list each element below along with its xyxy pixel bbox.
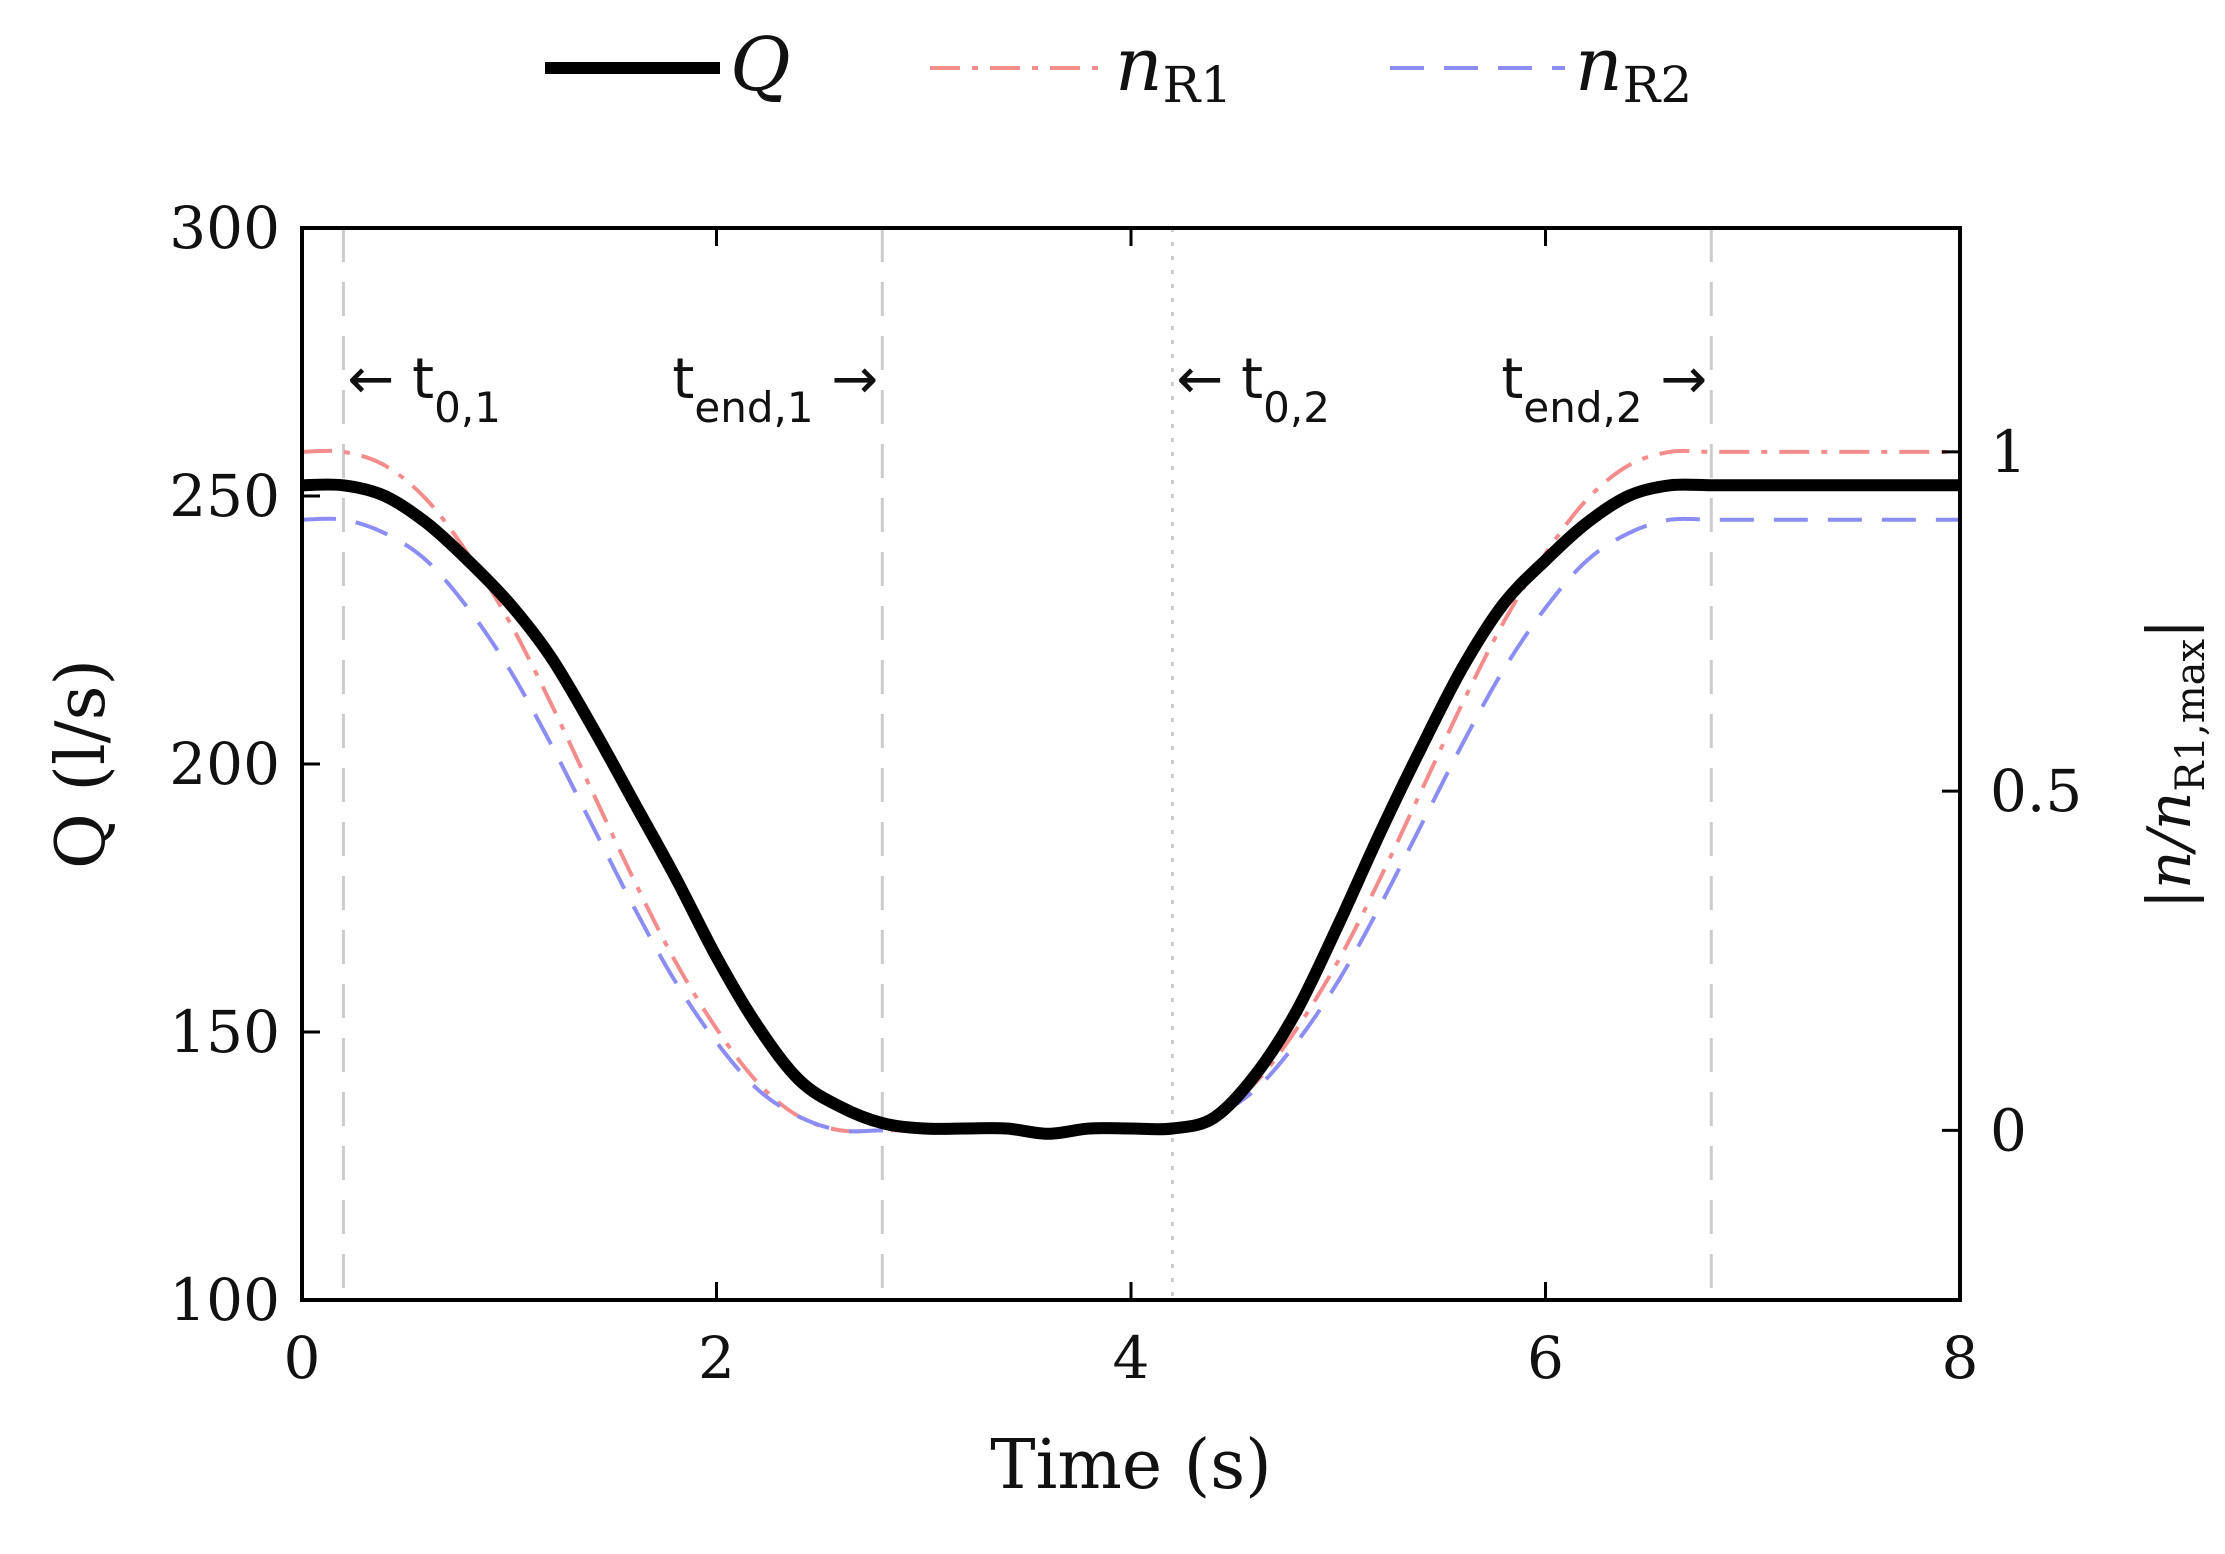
plot-frame <box>300 226 1962 1302</box>
x-axis-label: Time (s) <box>990 1426 1271 1505</box>
annotation-2: tend,1 → <box>672 347 878 432</box>
y-tick-label: 200 <box>169 730 280 798</box>
x-tick-label: 0 <box>284 1324 321 1392</box>
series-line-q <box>301 478 1960 1140</box>
y2-axis-label-end: | <box>2135 619 2205 639</box>
annotation-3: ← t0,2 <box>1176 347 1329 432</box>
axis-ticks: 0 2 4 6 8 100 150 200 250 300 0 0.5 1 <box>169 194 2082 1392</box>
legend-label-main: Q <box>730 22 791 108</box>
annotation-suffix: → <box>814 347 879 412</box>
y-tick-label: 150 <box>169 998 280 1066</box>
x-tick-label: 8 <box>1942 1324 1979 1392</box>
legend-item-n-r2: nR2 <box>1390 22 1692 114</box>
y2-tick-label: 1 <box>1990 418 2027 486</box>
annotation-4: tend,2 → <box>1501 347 1707 432</box>
y-tick-label: 250 <box>169 462 280 530</box>
legend-item-n-r1: nR1 <box>930 22 1232 114</box>
legend-label-main: n <box>1115 22 1163 108</box>
y-axis-label: Q (l/s) <box>42 659 121 869</box>
y-tick-label: 100 <box>169 1266 280 1334</box>
legend-label-sub: R2 <box>1623 56 1692 114</box>
annotation-subscript: 0,2 <box>1263 383 1330 432</box>
y-tick-label: 300 <box>169 194 280 262</box>
legend-label: nR1 <box>1115 22 1232 114</box>
annotation-suffix: → <box>1643 347 1708 412</box>
legend-label: nR2 <box>1575 22 1692 114</box>
annotation-prefix: ← t <box>1176 347 1263 412</box>
y2-tick-label: 0.5 <box>1990 757 2082 825</box>
y2-tick-label: 0 <box>1990 1096 2027 1164</box>
y2-axis-label: |n/nR1,max| <box>2135 619 2214 910</box>
y2-axis-label-main: |n/n <box>2135 792 2205 910</box>
annotation-subscript: end,1 <box>694 383 813 432</box>
legend-item-q: Q <box>545 22 791 108</box>
x-tick-label: 4 <box>1113 1324 1150 1392</box>
annotation-prefix: t <box>1501 347 1523 412</box>
annotation-1: ← t0,1 <box>347 347 500 432</box>
series-lines <box>301 448 1960 1140</box>
x-tick-label: 6 <box>1527 1324 1564 1392</box>
annotation-subscript: 0,1 <box>434 383 501 432</box>
legend-label: Q <box>730 22 791 108</box>
annotation-prefix: ← t <box>347 347 434 412</box>
legend-label-main: n <box>1575 22 1623 108</box>
annotation-subscript: end,2 <box>1523 383 1642 432</box>
time-annotations: ← t0,1 tend,1 → ← t0,2 tend,2 → <box>347 347 1707 432</box>
legend-label-sub: R1 <box>1163 56 1232 114</box>
x-tick-label: 2 <box>698 1324 735 1392</box>
y2-axis-label-sub: R1,max <box>2168 639 2214 792</box>
annotation-prefix: t <box>672 347 694 412</box>
